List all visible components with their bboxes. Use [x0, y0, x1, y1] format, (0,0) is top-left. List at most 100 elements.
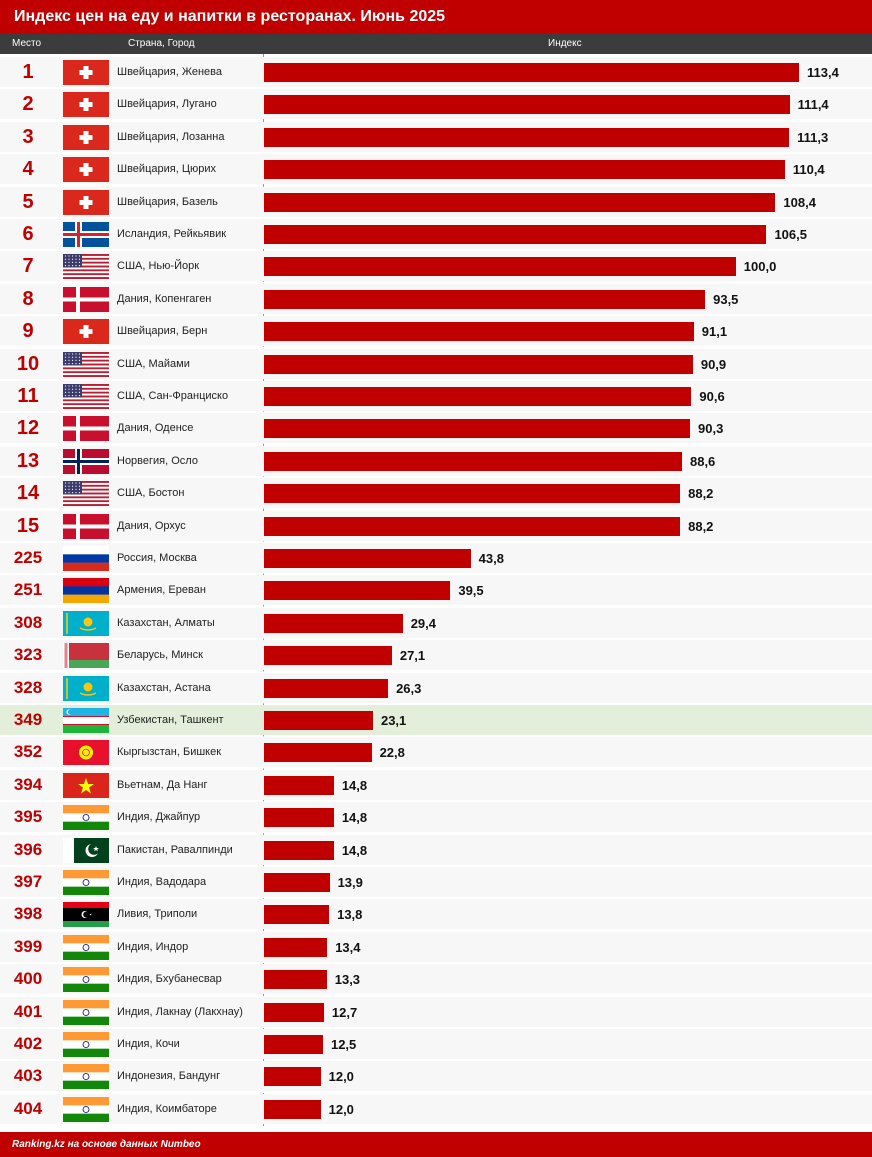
city-label: Ливия, Триполи: [117, 908, 198, 921]
city-label: Дания, Орхус: [117, 519, 186, 532]
value-label: 91,1: [701, 324, 728, 340]
value-label: 88,6: [689, 453, 716, 469]
bar: [264, 808, 334, 828]
rank-label: 394: [13, 774, 43, 794]
value-label: 12,0: [328, 1069, 354, 1085]
rank-label: 15: [16, 514, 40, 537]
table-row: 8 Дания, Копенгаген 93,5: [0, 283, 872, 314]
india-flag: [63, 805, 109, 831]
value-label: 111,4: [797, 97, 829, 113]
city-label: Казахстан, Астана: [117, 681, 211, 694]
rank-label: 11: [17, 385, 39, 407]
table-row: 402 Индия, Кочи 12,5: [0, 1029, 872, 1059]
table-row: 401 Индия, Лакнау (Лакхнау) 12,7: [0, 996, 872, 1027]
bar: [264, 419, 691, 439]
table-row: 1 Швейцария, Женева 113,4: [0, 57, 872, 87]
table-row: 9 Швейцария, Берн 91,1: [0, 316, 872, 347]
india-flag: [63, 999, 109, 1025]
bar: [264, 225, 767, 244]
vietnam-flag: [63, 772, 109, 798]
kyrgyzstan-flag: [63, 740, 109, 766]
value-label: 13,9: [337, 875, 363, 890]
rank-label: 308: [13, 612, 43, 632]
rank-label: 400: [13, 969, 43, 989]
table-row: 10 США, Майами 90,9: [0, 348, 872, 379]
table-row: 225 Россия, Москва 43,8: [0, 543, 872, 573]
city-label: Швейцария, Цюрих: [117, 163, 216, 176]
rank-label: 399: [13, 936, 43, 956]
value-label: 22,8: [379, 745, 405, 761]
city-label: Индия, Джайпур: [117, 811, 201, 824]
chart-title: Индекс цен на еду и напитки в ресторанах…: [0, 0, 872, 34]
rank-label: 13: [16, 449, 40, 472]
rank-label: 225: [13, 548, 43, 567]
rank-label: 402: [13, 1034, 43, 1053]
table-row: 399 Индия, Индор 13,4: [0, 931, 872, 962]
value-label: 13,4: [335, 939, 361, 955]
usa-flag: [63, 481, 109, 507]
table-row: 349 Узбекистан, Ташкент 23,1: [0, 705, 872, 735]
city-label: Кыргызстан, Бишкек: [117, 746, 222, 759]
rank-label: 396: [13, 839, 43, 859]
india-flag: [63, 1032, 109, 1057]
denmark-flag: [63, 513, 109, 539]
usa-flag: [63, 254, 109, 280]
india-flag: [63, 1096, 109, 1122]
rank-label: 10: [16, 352, 40, 375]
value-label: 13,3: [334, 972, 361, 988]
switzerland-flag: [63, 319, 109, 345]
bar: [264, 484, 681, 504]
bar: [264, 613, 403, 633]
value-label: 13,8: [337, 907, 363, 923]
rank-label: 398: [13, 904, 43, 924]
bar: [264, 387, 692, 406]
rank-label: 352: [13, 742, 43, 762]
table-row: 13 Норвегия, Осло 88,6: [0, 445, 872, 476]
armenia-flag: [63, 578, 109, 604]
value-label: 90,6: [699, 389, 725, 404]
table-row: 11 США, Сан-Франциско 90,6: [0, 381, 872, 411]
rank-label: 7: [22, 255, 34, 278]
india-flag: [63, 870, 109, 895]
usa-flag: [63, 351, 109, 377]
switzerland-flag: [63, 189, 109, 215]
table-row: 395 Индия, Джайпур 14,8: [0, 802, 872, 833]
bar: [264, 127, 790, 147]
table-row: 4 Швейцария, Цюрих 110,4: [0, 154, 872, 185]
rank-label: 2: [22, 93, 34, 116]
bar: [264, 970, 327, 990]
bar: [264, 160, 785, 180]
value-label: 12,0: [328, 1101, 354, 1117]
bar: [264, 678, 389, 698]
city-label: Пакистан, Равалпинди: [117, 843, 233, 856]
value-label: 106,5: [774, 227, 807, 242]
table-row: 3 Швейцария, Лозанна 111,3: [0, 121, 872, 152]
city-label: Индия, Вадодара: [117, 876, 207, 888]
india-flag: [63, 934, 109, 960]
city-label: Беларусь, Минск: [117, 649, 203, 662]
value-label: 23,1: [380, 713, 407, 728]
bar: [264, 257, 736, 277]
bar: [264, 646, 392, 666]
table-row: 7 США, Нью-Йорк 100,0: [0, 251, 872, 282]
city-label: США, Сан-Франциско: [117, 390, 229, 402]
city-label: Швейцария, Женева: [117, 66, 222, 78]
city-label: США, Бостон: [117, 487, 185, 500]
bar: [264, 63, 799, 82]
denmark-flag: [63, 286, 109, 312]
table-row: 2 Швейцария, Лугано 111,4: [0, 89, 872, 120]
value-label: 88,2: [688, 518, 714, 534]
city-label: Швейцария, Лугано: [117, 98, 217, 111]
bar: [264, 873, 330, 892]
rank-label: 328: [13, 677, 43, 697]
table-row: 394 Вьетнам, Да Нанг 14,8: [0, 769, 872, 800]
russia-flag: [63, 546, 109, 571]
city-label: Норвегия, Осло: [117, 454, 198, 467]
column-header-index: Индекс: [548, 38, 582, 49]
rank-label: 349: [13, 710, 43, 729]
value-label: 12,5: [330, 1037, 357, 1052]
rank-label: 401: [13, 1001, 43, 1021]
bar: [264, 354, 693, 374]
value-label: 93,5: [713, 291, 739, 307]
column-header-city: Страна, Город: [128, 38, 195, 49]
